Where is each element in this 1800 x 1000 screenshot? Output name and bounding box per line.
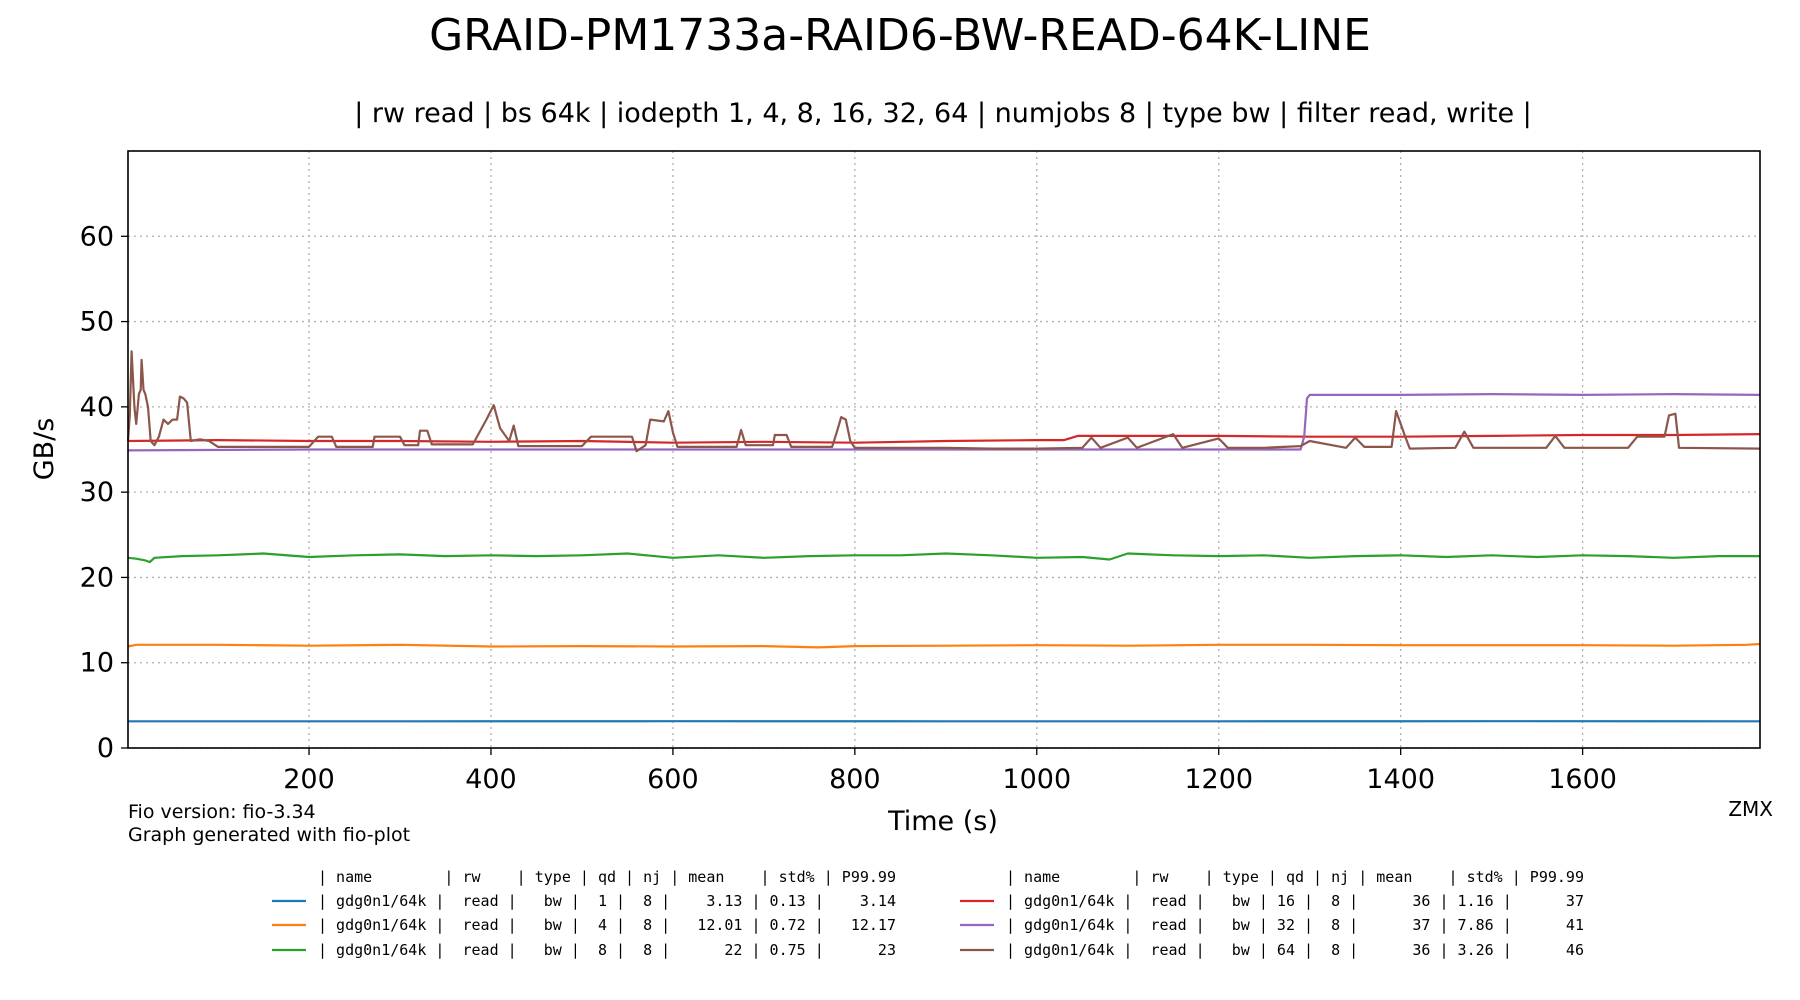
y-axis-label: GB/s <box>29 418 60 481</box>
legend-row: | gdg0n1/64k | read | bw | 8 | 8 | 22 | … <box>318 941 896 959</box>
series-line <box>127 552 1760 564</box>
y-tick-label: 30 <box>80 477 114 508</box>
fio-version-note: Fio version: fio-3.34 <box>128 801 316 823</box>
x-tick-label: 1200 <box>1184 764 1253 795</box>
x-tick-label: 200 <box>283 764 335 795</box>
y-tick-label: 10 <box>80 648 114 679</box>
x-tick-label: 800 <box>829 764 881 795</box>
y-tick-label: 50 <box>80 307 114 338</box>
fio-plot-note: Graph generated with fio-plot <box>128 824 410 846</box>
x-tick-label: 1000 <box>1002 764 1071 795</box>
series-lines <box>126 350 1761 723</box>
legend-row: | gdg0n1/64k | read | bw | 1 | 8 | 3.13 … <box>318 892 896 910</box>
plot-frame <box>127 150 1761 749</box>
axis-ticks: 200 400 600 800 1000 1200 1400 1600 0 10 20 30 40 50 6… <box>80 221 1617 795</box>
legend-header: | name | rw | type | qd | nj | mean | st… <box>1006 868 1584 886</box>
x-axis-label: Time (s) <box>887 806 998 837</box>
x-tick-label: 1600 <box>1548 764 1617 795</box>
series-line <box>127 642 1761 649</box>
chart-title: GRAID-PM1733a-RAID6-BW-READ-64K-LINE <box>429 10 1371 61</box>
x-tick-label: 400 <box>465 764 517 795</box>
y-tick-label: 20 <box>80 562 114 593</box>
x-tick-label: 600 <box>647 764 699 795</box>
legend-row: | gdg0n1/64k | read | bw | 16 | 8 | 36 |… <box>1006 892 1584 910</box>
y-tick-label: 60 <box>80 221 114 252</box>
legend-header: | name | rw | type | qd | nj | mean | st… <box>318 868 896 886</box>
grid-lines <box>128 151 1760 749</box>
series-line <box>126 350 1761 453</box>
legend-row: | gdg0n1/64k | read | bw | 32 | 8 | 37 |… <box>1006 916 1584 934</box>
y-tick-label: 40 <box>80 392 114 423</box>
legend-row: | gdg0n1/64k | read | bw | 4 | 8 | 12.01… <box>318 916 896 934</box>
author-tag: ZMX <box>1728 797 1773 821</box>
x-tick-label: 1400 <box>1366 764 1435 795</box>
series-line <box>127 393 1761 452</box>
chart-subtitle: | rw read | bs 64k | iodepth 1, 4, 8, 16… <box>354 98 1532 129</box>
y-tick-label: 0 <box>97 733 114 764</box>
legend-row: | gdg0n1/64k | read | bw | 64 | 8 | 36 |… <box>1006 941 1584 959</box>
legend-table: | name | rw | type | qd | nj | mean | st… <box>272 868 1584 959</box>
